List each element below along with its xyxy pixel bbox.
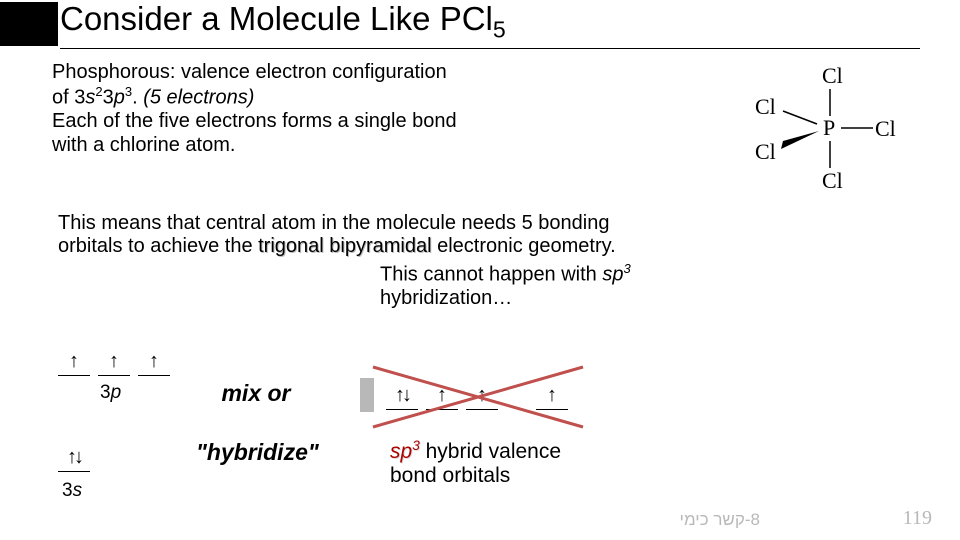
para2: This means that central atom in the mole… (0, 196, 960, 259)
label-3p: 3p (100, 382, 121, 404)
mol-cl-ll: Cl (755, 139, 776, 165)
intro-sup1: 2 (95, 84, 102, 99)
molecule-diagram: Cl Cl Cl Cl Cl P (735, 61, 910, 196)
mol-p: P (823, 115, 835, 141)
orb-sp3-3: ↑ (466, 386, 498, 410)
intro-p: p (114, 87, 125, 109)
footer-hebrew: 8-קשר כימי (680, 510, 760, 530)
orb-3s: ↑↓ (58, 448, 90, 472)
intro-l4: with a chlorine atom. (52, 134, 235, 156)
header: Consider a Molecule Like PCl5 (0, 0, 960, 49)
intro-sup2: 3 (125, 84, 132, 99)
orb-3p-2: ↑ (98, 352, 130, 376)
label-3s: 3s (62, 480, 82, 502)
para2-t2a: orbitals to achieve the (58, 235, 258, 257)
page-title: Consider a Molecule Like PCl5 (60, 0, 920, 49)
mol-cl-bottom: Cl (822, 168, 843, 194)
intro-l2a: of 3 (52, 87, 85, 109)
mix-or-label: mix or (196, 380, 316, 407)
intro-l3: Each of the five electrons forms a singl… (52, 110, 457, 132)
intro-ital: (5 electrons) (143, 87, 254, 109)
page-number: 119 (903, 507, 932, 530)
para3: This cannot happen with sp3 hybridizatio… (0, 261, 960, 311)
intro-l2b: 3 (103, 87, 114, 109)
mol-cl-top: Cl (822, 63, 843, 89)
para2-t2c: electronic geometry. (432, 235, 616, 257)
para3-t1a: This cannot happen with (380, 263, 602, 285)
para3-sp: sp (602, 263, 623, 285)
orb-sp3-2: ↑ (426, 386, 458, 410)
gray-bar (360, 378, 374, 412)
para2-t2b: trigonal bipyramidal (258, 235, 431, 257)
orb-3p-1: ↑ (58, 352, 90, 376)
para3-t2: hybridization… (380, 287, 512, 309)
para3-sup: 3 (624, 261, 631, 276)
title-sub: 5 (493, 17, 506, 43)
intro-text: Phosphorous: valence electron configurat… (52, 61, 725, 196)
mol-cl-right: Cl (875, 116, 896, 142)
header-black-box (0, 2, 58, 46)
top-row: Phosphorous: valence electron configurat… (0, 49, 960, 196)
hybridize-label: "hybridize" (196, 440, 316, 464)
para2-t1: This means that central atom in the mole… (58, 212, 609, 234)
mol-cl-ul: Cl (755, 94, 776, 120)
orb-sp3-1: ↑↓ (386, 386, 418, 410)
intro-l2c: . (132, 87, 143, 109)
sp3-text: sp3 hybrid valence bond orbitals (390, 438, 561, 488)
orbital-diagram: ↑ ↑ ↑ 3p ↑↓ 3s mix or "hybridize" ↑↓ ↑ ↑… (58, 352, 898, 512)
title-text: Consider a Molecule Like PCl (60, 0, 493, 37)
orb-sp3-4: ↑ (536, 386, 568, 410)
orb-3p-3: ↑ (138, 352, 170, 376)
intro-s: s (85, 87, 95, 109)
intro-l1: Phosphorous: valence electron configurat… (52, 61, 447, 83)
